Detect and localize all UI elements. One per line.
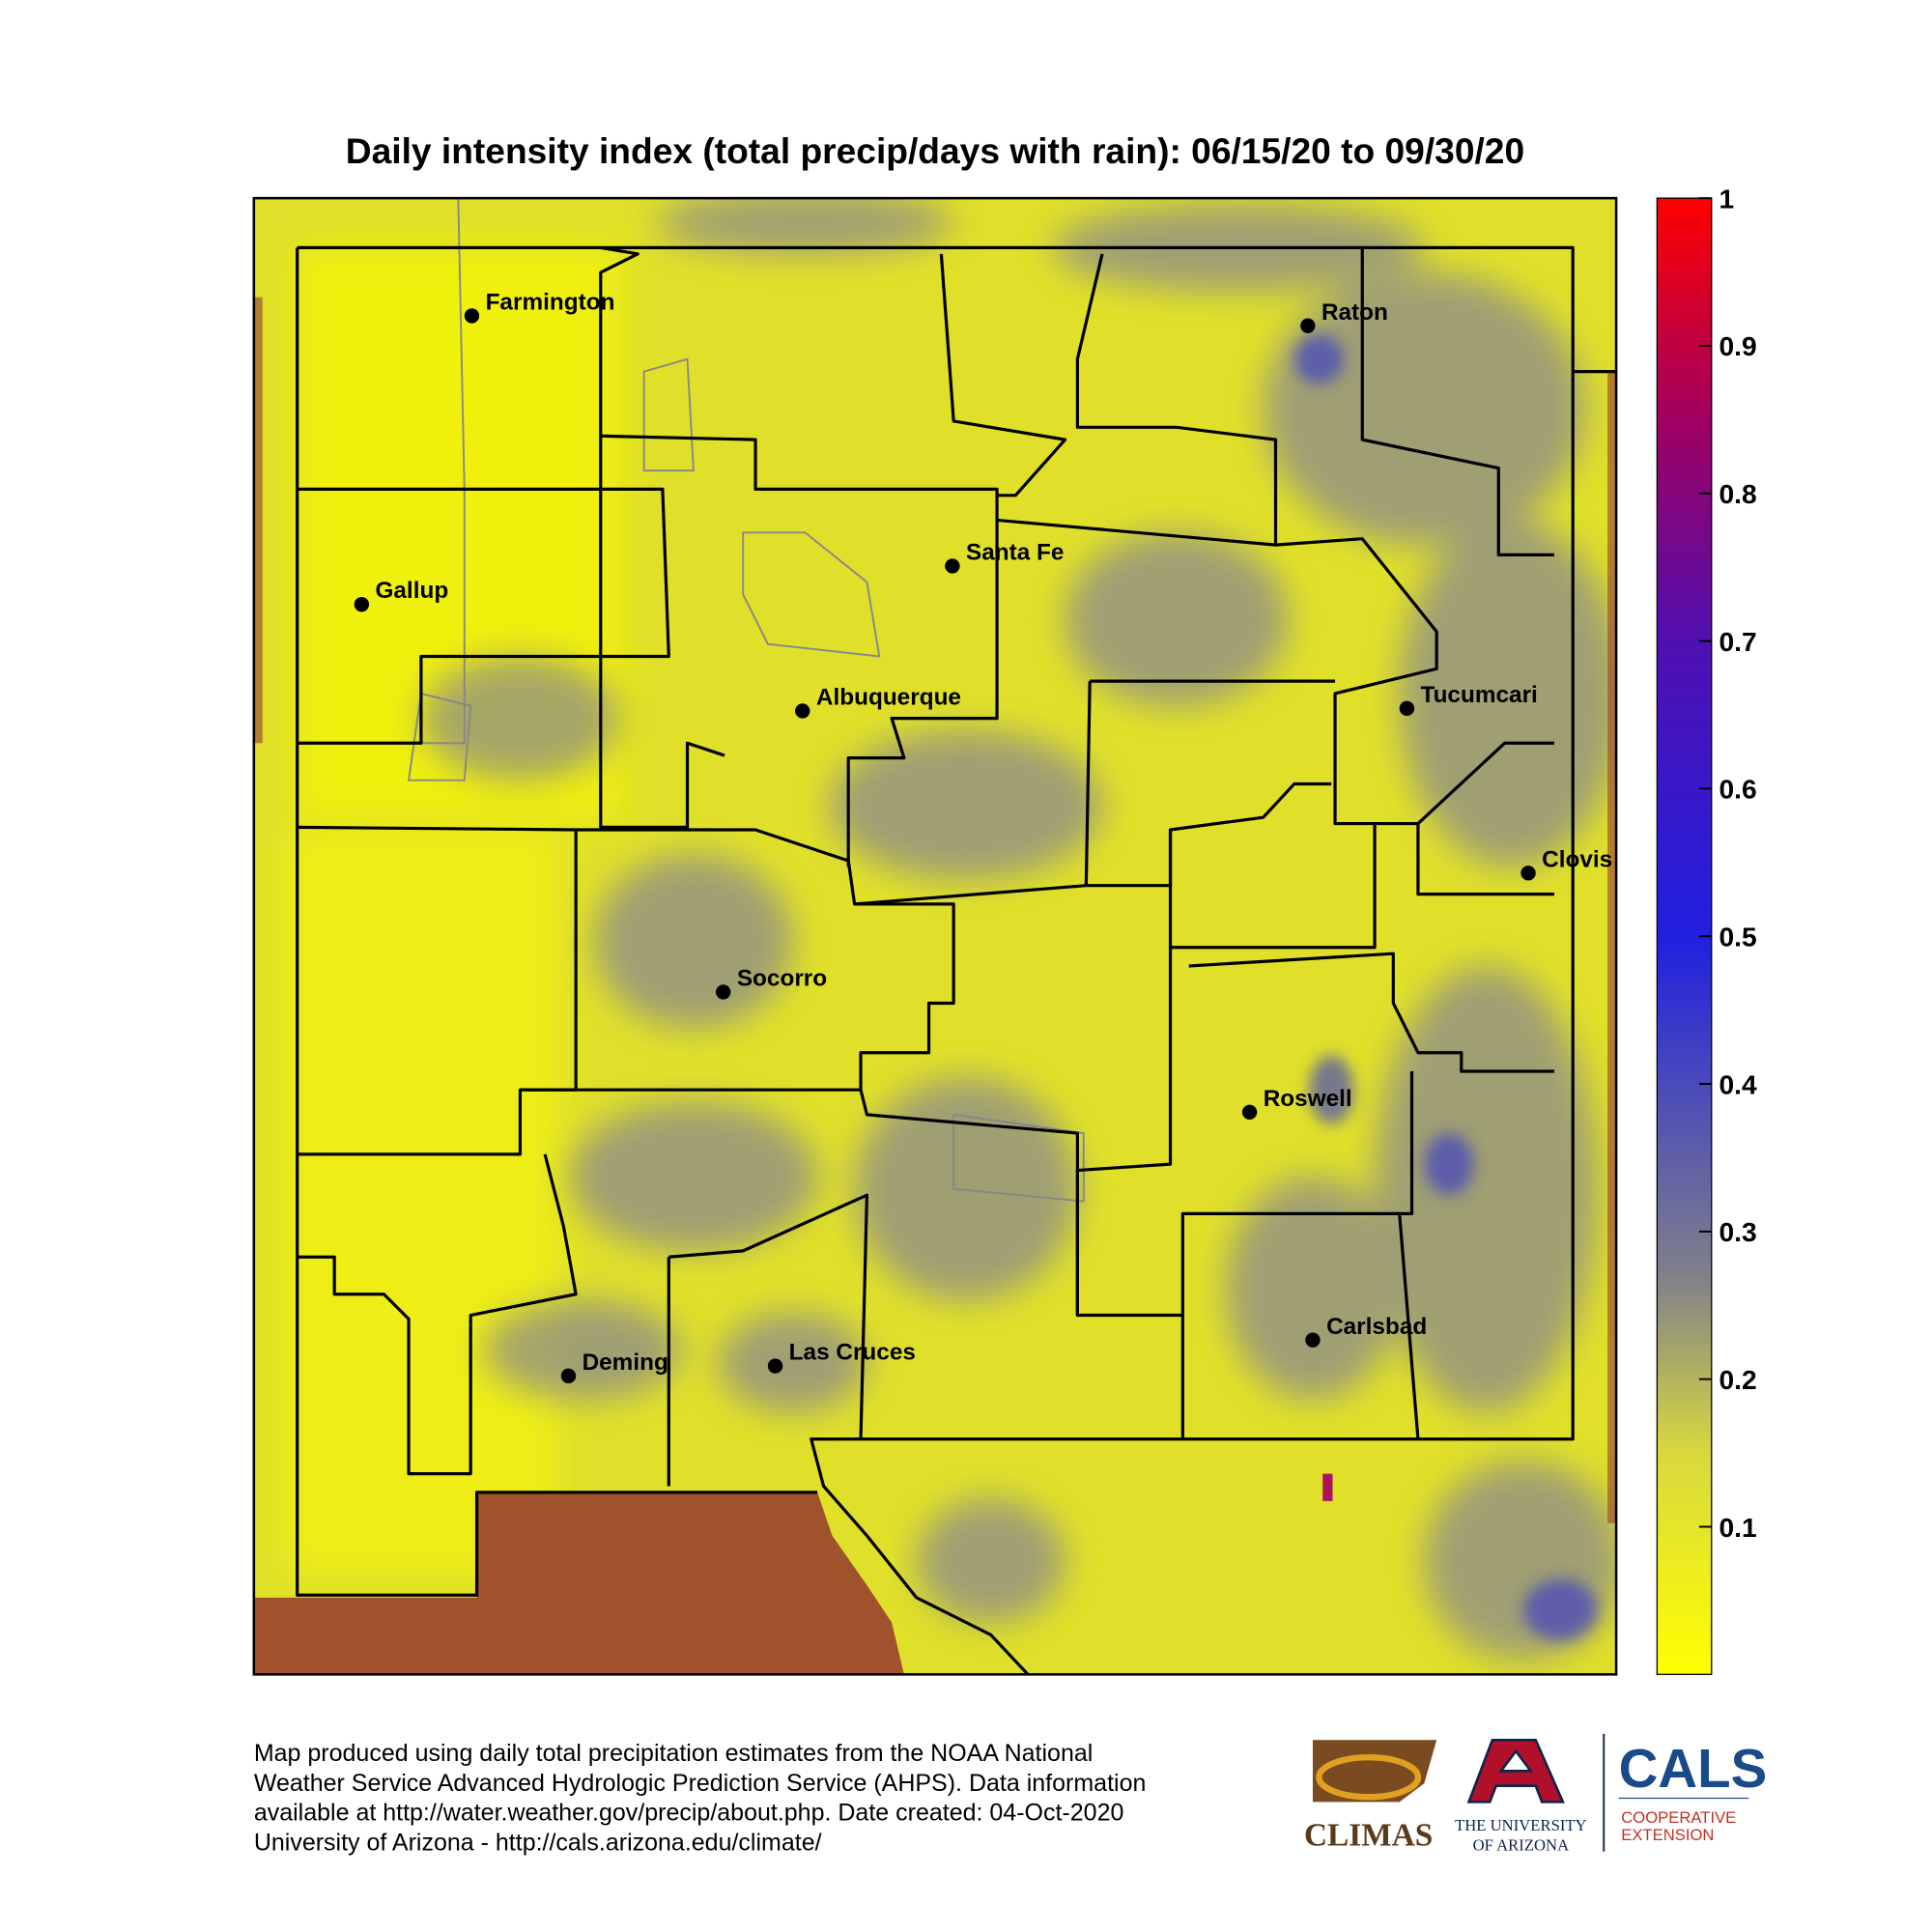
colorbar-tick-label: 0.1 [1719,1512,1756,1543]
city-label: Farmington [486,290,615,316]
city-dot [1241,1104,1258,1120]
extension-logo: COOPERATIVE [1621,1808,1736,1827]
city-label: Santa Fe [966,539,1064,565]
city-label: Socorro [737,966,827,992]
city-dot [1300,318,1316,333]
city-label: Raton [1321,299,1388,326]
colorbar-tick-label: 0.6 [1719,774,1756,805]
colorbar-ticks: 0.1 0.2 0.3 0.4 0.5 0.6 0.7 0.8 0.9 1 [1698,183,1757,1543]
footer: Map produced using daily total precipita… [254,1740,1147,1856]
city-label: Carlsbad [1326,1314,1427,1340]
climas-icon [1312,1740,1437,1803]
logos: CLIMAS THE UNIVERSITY OF ARIZONA CALS CO… [1304,1733,1768,1854]
colorbar-tick-label: 0.3 [1719,1216,1756,1247]
colorbar-tick-label: 1 [1719,183,1734,213]
colorbar-tick-label: 0.5 [1719,921,1756,952]
extension-logo: EXTENSION [1621,1826,1714,1844]
city-dot [354,596,370,612]
university-logo: OF ARIZONA [1473,1835,1569,1854]
city-layer: Farmington Gallup Santa Fe Albuquerque Raton… [354,290,1612,1384]
city-label: Albuquerque [816,684,961,710]
mexico-area [253,1492,904,1675]
footer-line: available at http://water.weather.gov/pr… [254,1800,1124,1827]
colorbar-tick-label: 0.9 [1719,330,1756,361]
arizona-a [1466,1739,1565,1804]
city-label: Tucumcari [1421,682,1538,708]
map-frame [252,196,1618,1676]
city-dot [767,1358,783,1374]
high-pixel [1322,1473,1333,1501]
city-dot [1399,700,1415,717]
university-logo: THE UNIVERSITY [1455,1816,1586,1834]
city-dot [945,558,960,574]
city-dot [560,1368,577,1384]
city-dot [1520,866,1536,881]
footer-line: Map produced using daily total precipita… [254,1740,1094,1767]
city-label: Deming [582,1350,668,1376]
colorbar-tick-label: 0.7 [1719,626,1756,657]
city-label: Gallup [375,578,448,604]
climas-logo: CLIMAS [1304,1817,1433,1853]
map-title: Daily intensity index (total precip/days… [346,130,1524,171]
city-dot [464,308,480,324]
city-dot [795,703,810,719]
cals-logo: CALS [1619,1738,1768,1799]
footer-line: University of Arizona - http://cals.ariz… [254,1829,822,1856]
county-boundaries [296,245,1617,1675]
colorbar-tick-label: 0.8 [1719,478,1756,509]
city-dot [1305,1332,1321,1348]
city-label: Las Cruces [789,1340,916,1366]
city-label: Roswell [1264,1086,1352,1112]
colorbar-tick-label: 0.4 [1719,1068,1757,1099]
city-label: Clovis [1542,846,1612,872]
intensity-field [284,198,1617,1660]
city-dot [716,984,731,1000]
colorbar-tick-label: 0.2 [1719,1364,1756,1395]
map-area: Farmington Gallup Santa Fe Albuquerque Raton… [253,198,1617,1675]
footer-line: Weather Service Advanced Hydrologic Pred… [254,1770,1147,1797]
